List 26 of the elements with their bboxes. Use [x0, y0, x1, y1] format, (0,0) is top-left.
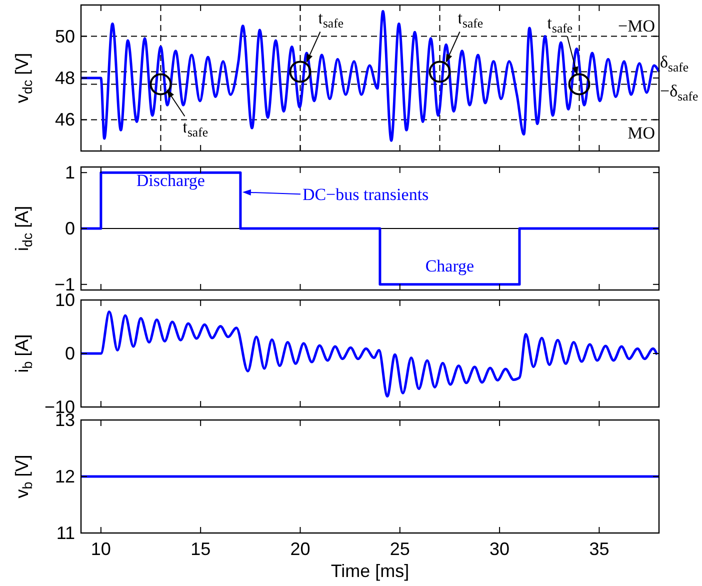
annotation: Discharge [136, 170, 205, 190]
x-tick-label: 20 [290, 539, 310, 559]
x-tick-label: 30 [490, 539, 510, 559]
y-tick-label: 0 [64, 344, 75, 364]
x-tick-label: 15 [190, 539, 211, 559]
annotation: Charge [425, 256, 474, 276]
annotation: t$_{safe}$ [547, 13, 573, 36]
y-tick-label: 1 [64, 162, 75, 183]
ref-line-label: δ$_{safe}$ [660, 52, 689, 75]
x-axis-title: Time [ms] [330, 561, 410, 581]
annotation: t$_{safe}$ [318, 8, 344, 31]
annotation: t$_{safe}$ [182, 117, 208, 140]
ref-line-label: −MO [618, 16, 655, 36]
annotation: t$_{safe}$ [458, 8, 484, 31]
ref-line-label: MO [628, 124, 655, 143]
x-tick-label: 25 [390, 539, 410, 559]
y-tick-label: 48 [54, 68, 75, 88]
y-tick-label: 50 [54, 26, 75, 46]
x-tick-label: 35 [589, 539, 610, 559]
y-tick-label: 12 [54, 466, 75, 486]
y-tick-label: 11 [56, 523, 75, 543]
annotation: DC−bus transients [302, 185, 429, 204]
y-tick-label: 46 [54, 110, 75, 130]
y-tick-label: 0 [64, 218, 75, 238]
x-tick-label: 10 [90, 539, 111, 559]
ref-line-label: −δ$_{safe}$ [660, 81, 698, 104]
